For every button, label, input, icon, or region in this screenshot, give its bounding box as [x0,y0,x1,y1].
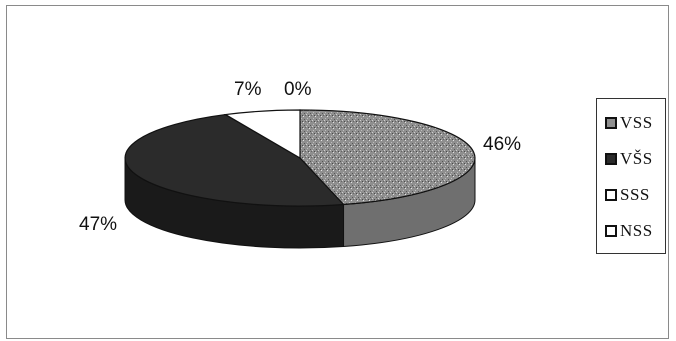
legend-label-sss: SSS [620,185,650,204]
legend-swatch-vss-caron [605,153,617,165]
pie-slice-vss-caron [124,113,345,207]
legend-label-nss: NSS [620,221,653,240]
slice-label-sss: 7% [234,79,262,100]
legend-label-vss-caron: VŠS [620,149,653,168]
slice-label-vss-caron: 47% [79,214,117,235]
legend-swatch-vss [605,117,617,129]
legend-item-sss: SSS [597,177,665,213]
chart-legend: VSS VŠS SSS NSS [596,98,666,254]
pie-slice-vss [299,109,476,206]
legend-swatch-nss [605,225,617,237]
slice-label-nss: 0% [284,79,312,100]
legend-swatch-sss [605,189,617,201]
legend-label-vss: VSS [620,113,653,132]
legend-item-vss: VSS [597,105,665,141]
slice-label-vss: 46% [483,134,521,155]
legend-item-vss-caron: VŠS [597,141,665,177]
pie-slice-sss [223,109,301,160]
legend-item-nss: NSS [597,213,665,249]
